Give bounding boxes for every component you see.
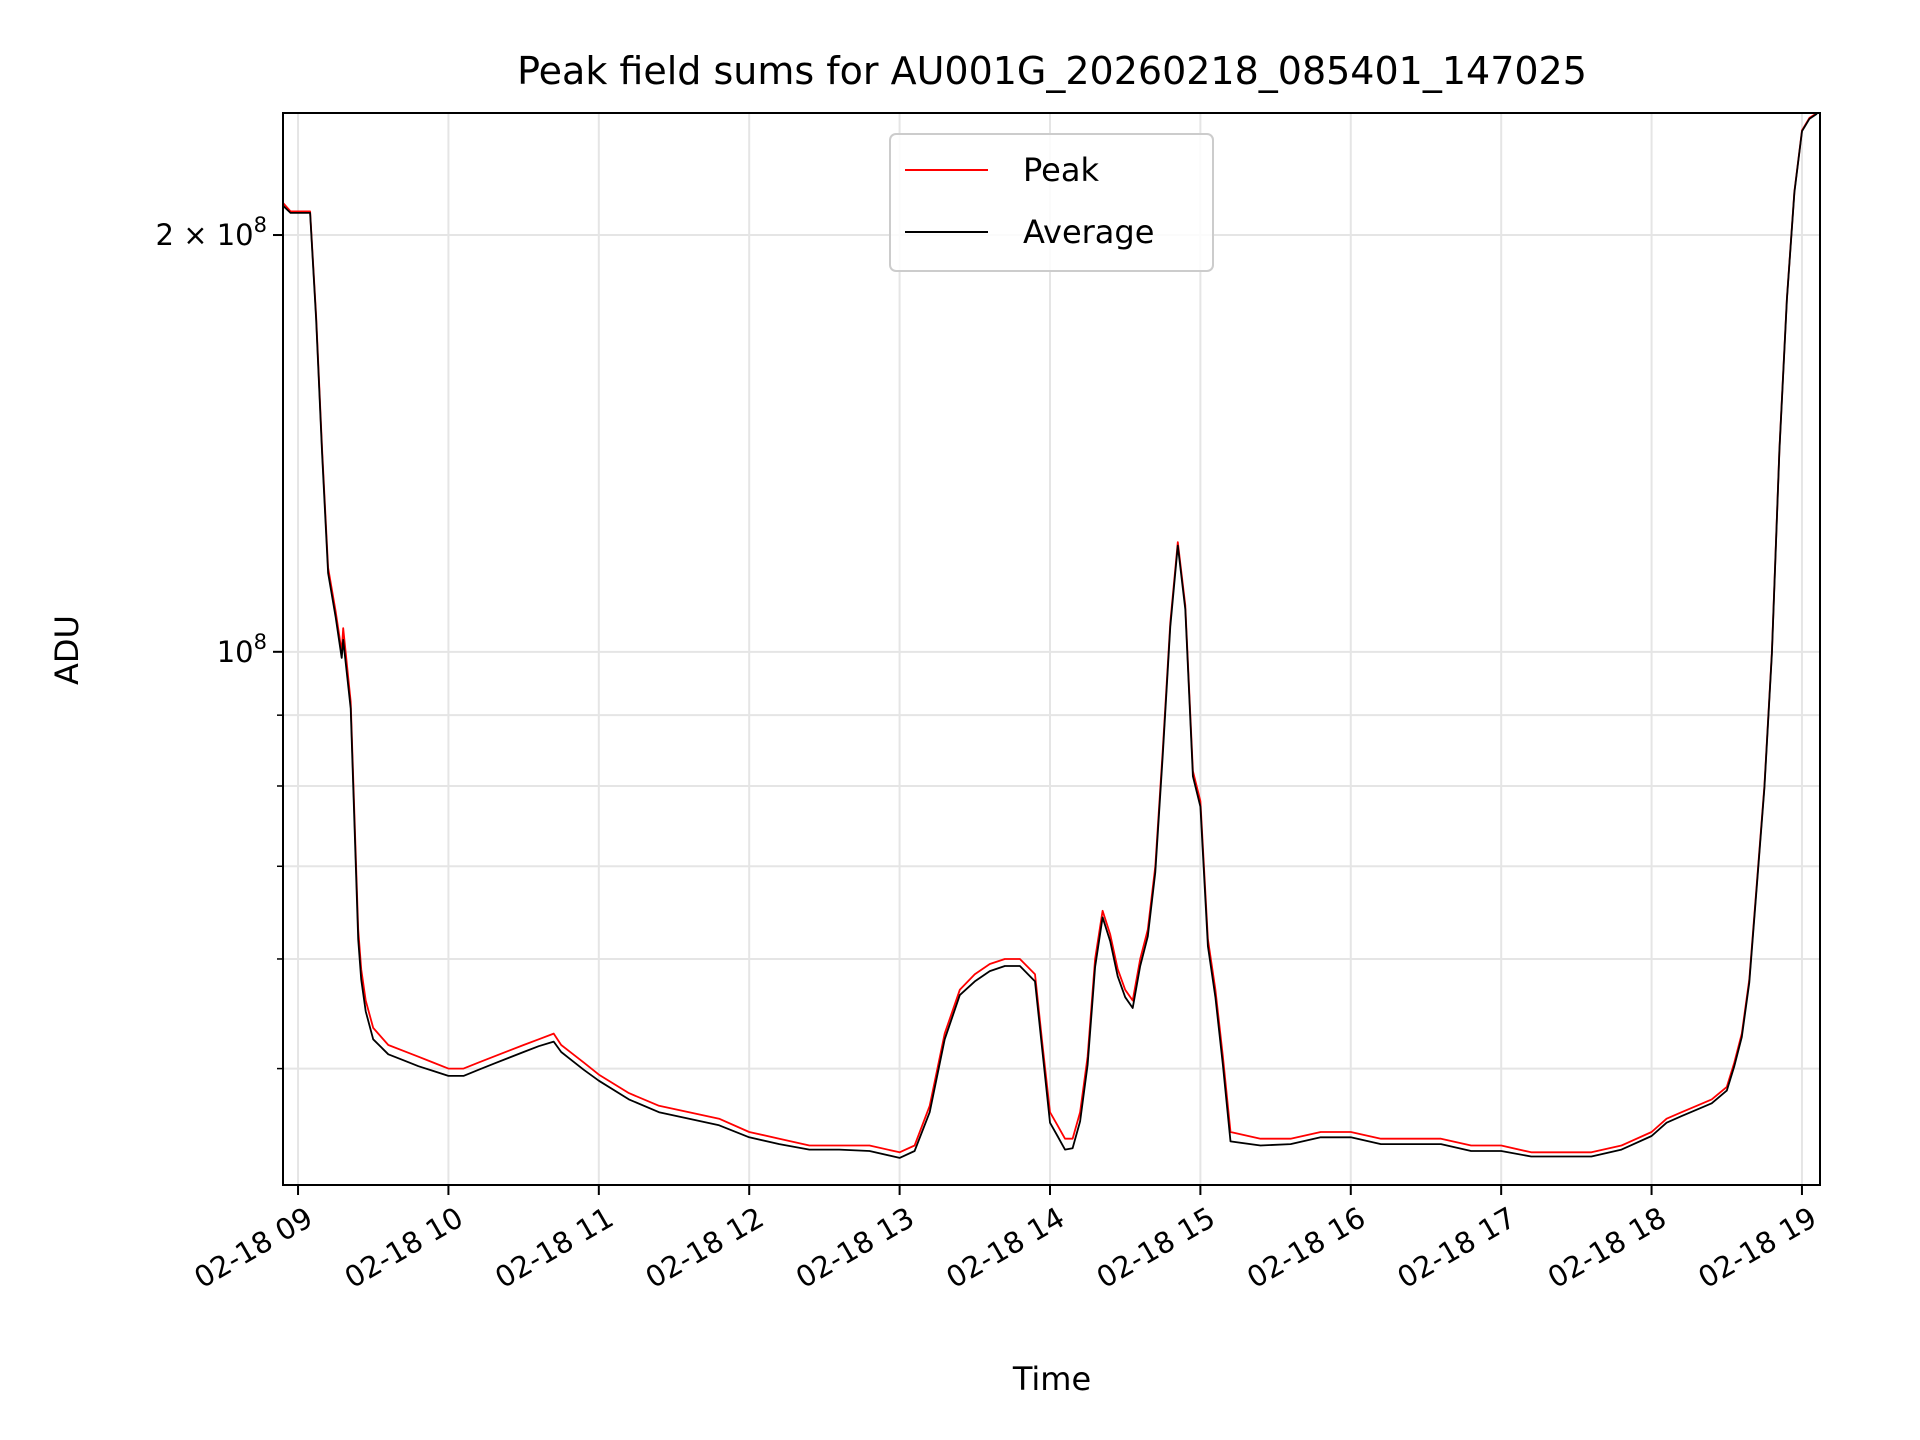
legend: Peak Average [889, 133, 1214, 272]
y-tick-base: 10 [217, 218, 254, 252]
series-line-average [282, 112, 1818, 1159]
y-tick-exponent: 8 [254, 213, 267, 237]
y-tick-mantissa: 2 × [156, 218, 217, 252]
legend-label-peak: Peak [1023, 151, 1099, 189]
series-layer [282, 112, 1818, 1159]
y-tick-base: 10 [217, 635, 254, 669]
y-axis-label: ADU [48, 615, 86, 685]
x-axis-label: Time [1012, 1360, 1091, 1398]
chart-title: Peak field sums for AU001G_20260218_0854… [517, 49, 1587, 93]
plot-frame [282, 112, 1821, 1186]
legend-label-average: Average [1023, 213, 1154, 251]
legend-box [889, 133, 1214, 272]
y-tick-label: 2 × 108 [156, 213, 267, 252]
y-tick-exponent: 8 [254, 630, 267, 654]
series-line-peak [282, 112, 1818, 1154]
grid-lines [283, 113, 1820, 1185]
y-tick-label: 108 [217, 630, 267, 669]
